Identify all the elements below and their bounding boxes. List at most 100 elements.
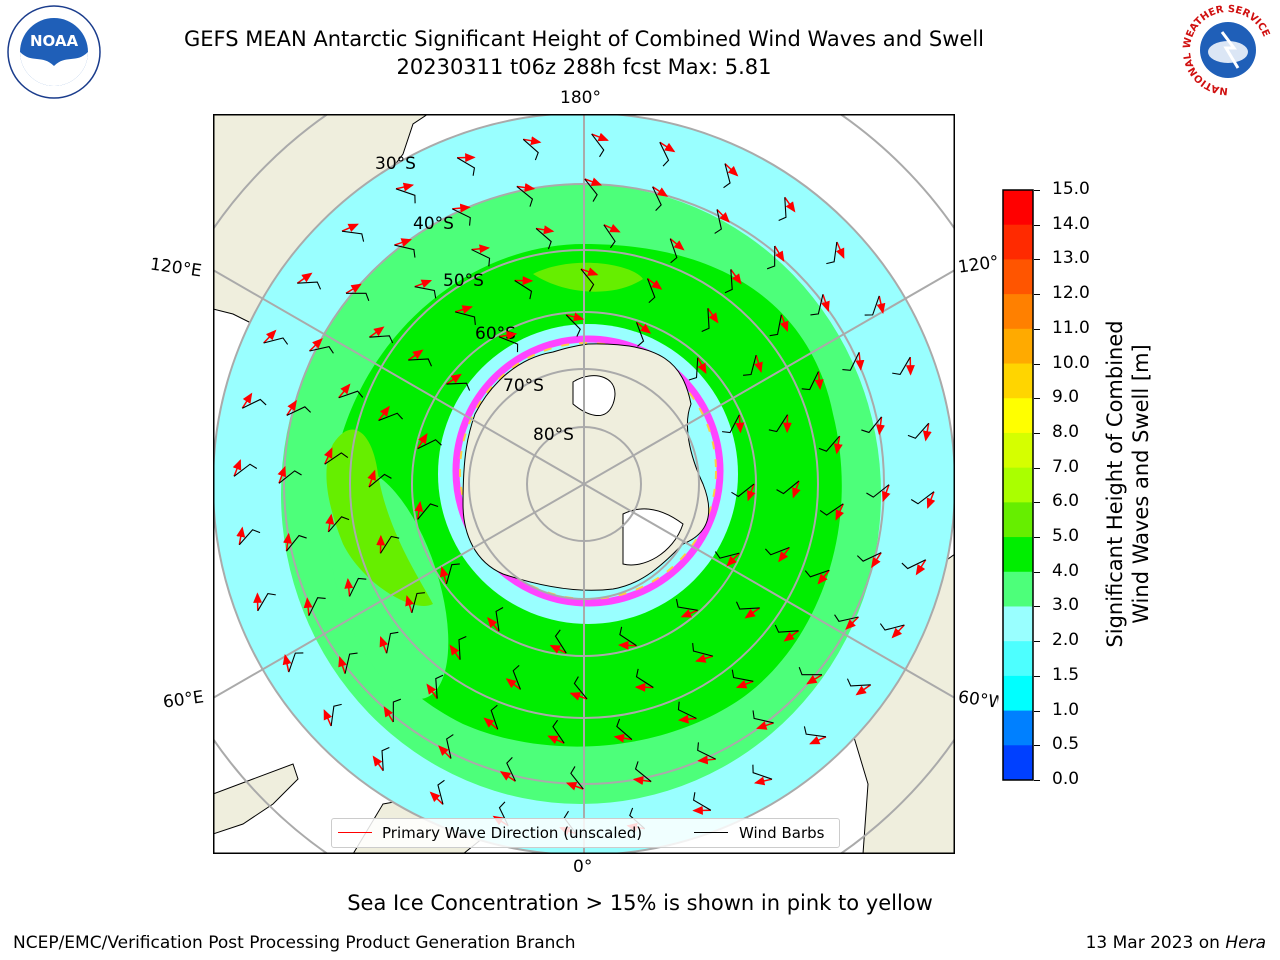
colorbar-segment [1003,745,1033,781]
colorbar-tick-mark [1034,363,1040,365]
colorbar-tick-mark [1034,641,1040,643]
wave-direction-arrow [296,272,313,284]
colorbar-tick-mark [1034,606,1040,608]
colorbar-tick-mark [1034,537,1040,539]
wind-barb [723,163,731,189]
wind-barb [242,398,267,409]
wind-barb-swatch [694,832,728,833]
colorbar-border [1002,189,1034,781]
wind-barb [619,626,637,647]
wind-barb [714,551,740,559]
lon-label-60e: 60°E [161,687,206,713]
wind-barb [514,280,533,300]
wave-direction-arrow [753,776,773,786]
wave-direction-arrow [344,578,354,597]
wind-barb [437,779,445,805]
footer-branch: NCEP/EMC/Verification Post Processing Pr… [13,933,576,953]
wind-barb [769,314,782,337]
wave-direction-arrow [833,435,843,455]
wave-direction-arrow [636,321,652,334]
wave-direction-arrow [603,223,621,233]
colorbar-tick-label: 5.0 [1052,526,1080,547]
wind-barb [743,355,757,376]
wave-direction-arrow [744,607,761,619]
colorbar-tick-mark [1034,328,1040,330]
wind-barb [798,666,823,676]
wind-barb [512,664,521,690]
wave-direction-arrow [446,373,462,385]
wave-direction-arrow [303,597,313,616]
wave-direction-arrow [779,314,789,333]
wave-direction-arrow [566,312,585,322]
wave-direction-arrow [882,484,891,503]
colorbar-segment [1003,537,1033,573]
wind-barb [446,734,454,759]
colorbar-tick-label: 9.0 [1052,387,1080,408]
colorbar-segment [1003,606,1033,642]
wind-barb [417,439,442,450]
wind-barb [394,244,416,258]
wave-direction-arrow [876,295,886,315]
footer-machine: Hera [1225,933,1266,953]
wave-direction-arrow [659,141,676,153]
wind-barb [330,703,342,727]
wave-direction-arrow [806,674,823,685]
wave-direction-arrow [338,656,347,674]
wind-barb [516,186,534,207]
wave-direction-arrow [716,209,730,223]
colorbar-segment [1003,710,1033,746]
wind-barb [580,268,595,292]
wave-direction-arrow [632,776,652,785]
wind-barb [392,698,402,723]
wind-barb [826,241,838,265]
wind-barb [803,726,827,738]
wave-direction-arrow [414,501,424,520]
wind-barb [445,563,460,585]
wind-barb [341,230,365,242]
lat-label-30s: 30°S [375,154,416,174]
wave-direction-arrow [735,414,745,434]
wave-direction-arrow [407,349,424,361]
wind-barb [435,674,444,699]
wave-direction-arrow [835,241,845,259]
wave-direction-arrow [454,305,473,314]
wind-barb [842,352,860,371]
wind-barb [565,314,581,337]
wave-direction-arrow [871,552,882,569]
wind-barb [452,208,471,226]
colorbar-segment [1003,432,1033,469]
polar-map: 30°S 40°S 50°S 60°S 70°S 80°S [213,114,955,854]
wave-direction-arrow [471,244,490,254]
colorbar-tick-label: 0.0 [1052,769,1080,789]
wave-direction-arrow [774,245,785,262]
wind-barb [879,623,905,631]
wind-barb [675,599,698,611]
wind-barb [846,678,871,687]
wind-barb [257,592,276,612]
wind-barb [238,529,261,546]
wave-direction-arrow [855,352,865,371]
footer-date-text: 13 Mar 2023 on [1085,933,1220,953]
wind-barb [834,614,859,622]
wave-direction-arrow [835,503,845,521]
lat-label-70s: 70°S [503,376,544,396]
colorbar-segment [1003,363,1033,399]
wind-barb [616,718,633,740]
lat-label-40s: 40°S [413,214,454,234]
wave-direction-arrow [309,338,323,352]
colorbar-tick-mark [1034,190,1040,191]
colorbar-segment [1003,190,1033,226]
wave-direction-arrow [618,640,637,650]
wind-barb [774,624,799,633]
wave-direction-arrow [783,630,800,642]
wave-direction-arrow [549,644,567,654]
colorbar-segment [1003,224,1033,260]
colorbar-label-line2: Wind Waves and Swell [m] [1129,344,1153,624]
colorbar-tick-mark [1034,675,1040,677]
colorbar-tick-mark [1034,780,1040,781]
wind-barb [652,186,662,212]
wave-direction-arrow [283,532,292,552]
map-legend: Primary Wave Direction (unscaled) Wind B… [331,818,840,848]
wind-barb [309,346,334,354]
colorbar-tick-mark [1034,467,1040,469]
